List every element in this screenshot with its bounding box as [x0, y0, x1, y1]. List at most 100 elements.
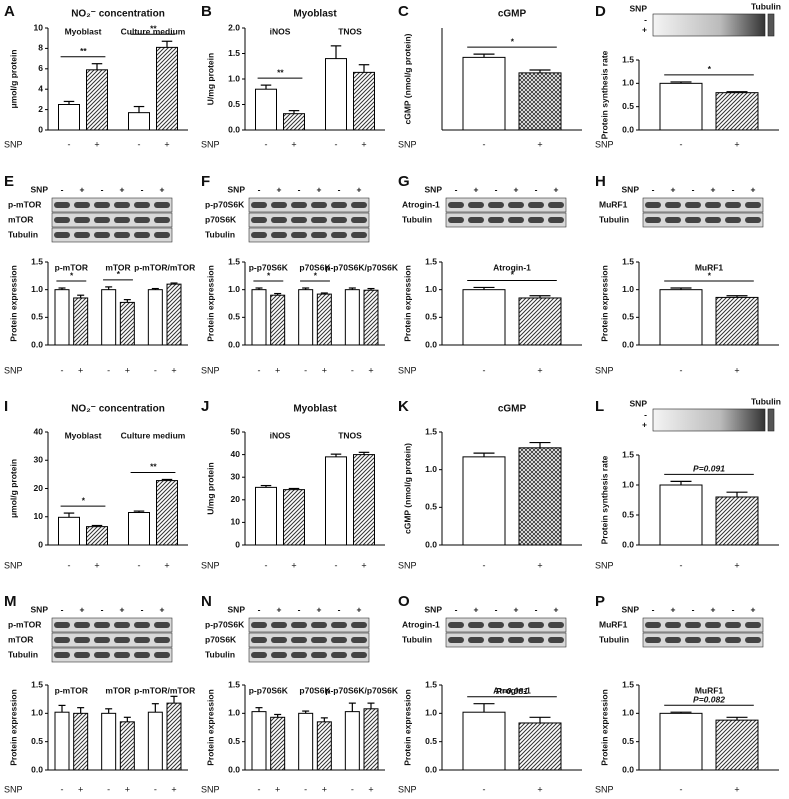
blot-band: [351, 202, 367, 208]
group-label: TNOS: [338, 26, 362, 36]
group-label: iNOS: [270, 26, 291, 36]
blot-band: [154, 637, 170, 643]
y-tick-label: 30: [231, 471, 241, 481]
blot-band: [114, 652, 130, 658]
y-tick-label: 6: [38, 63, 43, 73]
bar: [353, 71, 375, 131]
bar: [255, 88, 277, 131]
blot-band: [685, 622, 701, 628]
blot-lane-label: +: [160, 184, 165, 194]
category-label: -: [107, 784, 110, 794]
category-label: +: [94, 560, 99, 570]
blot-marker-label: Tubulin: [751, 396, 781, 406]
category-label: +: [78, 784, 83, 794]
bar: [251, 711, 267, 771]
blot-label: SNP: [622, 604, 640, 614]
blot-lane-label: +: [120, 604, 125, 614]
category-label: +: [537, 784, 542, 794]
y-tick-label: 1.0: [622, 78, 634, 88]
category-label: -: [138, 560, 141, 570]
bar: [325, 456, 347, 546]
blot-row: [445, 212, 567, 228]
bar: [518, 297, 562, 346]
category-label: -: [68, 139, 71, 149]
blot-band: [54, 217, 70, 223]
blot-lane-label: +: [80, 604, 85, 614]
category-label: -: [68, 560, 71, 570]
bar: [147, 289, 163, 346]
blot-band: [311, 652, 327, 658]
blot-band: [134, 652, 150, 658]
blot-lane-label: -: [141, 604, 144, 614]
y-tick-label: 1.0: [31, 284, 43, 294]
y-tick-label: 10: [34, 22, 44, 32]
blot-band: [665, 202, 681, 208]
group-label: p70S6K: [299, 262, 331, 272]
y-tick-label: 1.0: [425, 708, 437, 718]
blot-band: [468, 202, 484, 208]
y-tick-label: 0: [38, 124, 43, 134]
y-axis-label: μmol/g protein: [8, 459, 18, 518]
category-label: -: [304, 784, 307, 794]
y-tick-label: 1.5: [31, 679, 43, 689]
y-tick-label: 0.5: [622, 101, 634, 111]
panel-letter: B: [201, 3, 212, 20]
blot-lane-label: +: [357, 184, 362, 194]
blot-band: [154, 202, 170, 208]
category-label: +: [322, 784, 327, 794]
y-tick-label: 0.5: [228, 312, 240, 322]
blot-band: [291, 202, 307, 208]
blot-lane-label: -: [61, 184, 64, 194]
blot-label: SNP: [228, 184, 246, 194]
blot-band: [94, 652, 110, 658]
y-tick-label: 10: [231, 517, 241, 527]
y-tick-label: 8: [38, 43, 43, 53]
blot-band: [548, 217, 564, 223]
x-axis-label: SNP: [4, 365, 23, 375]
bar: [325, 58, 347, 131]
blot-lane-label: +: [671, 604, 676, 614]
x-axis-label: SNP: [4, 784, 23, 794]
category-label: -: [154, 784, 157, 794]
blot-lane-label: +: [751, 604, 756, 614]
blot-row-label: MuRF1: [599, 199, 628, 209]
y-axis-label: Protein expression: [205, 265, 215, 342]
y-tick-label: 30: [34, 455, 44, 465]
bar: [156, 480, 178, 546]
blot-band: [508, 217, 524, 223]
blot-band: [468, 622, 484, 628]
blot-band: [745, 202, 761, 208]
blot-band: [468, 217, 484, 223]
y-tick-label: 0.5: [425, 736, 437, 746]
blot-lane-label: -: [652, 184, 655, 194]
blot-band: [351, 652, 367, 658]
group-label: Culture medium: [121, 430, 186, 440]
y-tick-label: 0.5: [622, 736, 634, 746]
significance-label: *: [116, 269, 120, 279]
blot-band: [271, 232, 287, 238]
blot-lane-label: -: [732, 604, 735, 614]
blot-row: [642, 632, 764, 648]
blot-label: SNP: [425, 604, 443, 614]
blot-lane-label: -: [338, 184, 341, 194]
category-label: +: [734, 784, 739, 794]
category-label: -: [138, 139, 141, 149]
blot-row: [248, 617, 370, 633]
x-axis-label: SNP: [595, 365, 614, 375]
blot-lane-label: +: [711, 604, 716, 614]
group-label: p-p70S6K/p70S6K: [325, 685, 399, 695]
blot-band: [745, 622, 761, 628]
blot-row-label: Tubulin: [205, 229, 235, 239]
blot-lane-label: +: [357, 604, 362, 614]
y-axis-label: cGMP (nmol/g protein): [402, 33, 412, 124]
category-label: +: [322, 365, 327, 375]
panel-letter: A: [4, 3, 15, 20]
blot-band: [291, 217, 307, 223]
bar: [518, 72, 562, 131]
y-tick-label: 1.0: [425, 464, 437, 474]
y-axis-label: μmol/g protein: [8, 49, 18, 108]
y-tick-label: 2: [38, 104, 43, 114]
blot-band: [251, 622, 267, 628]
y-tick-label: 0.0: [622, 764, 634, 774]
bar: [659, 82, 703, 131]
